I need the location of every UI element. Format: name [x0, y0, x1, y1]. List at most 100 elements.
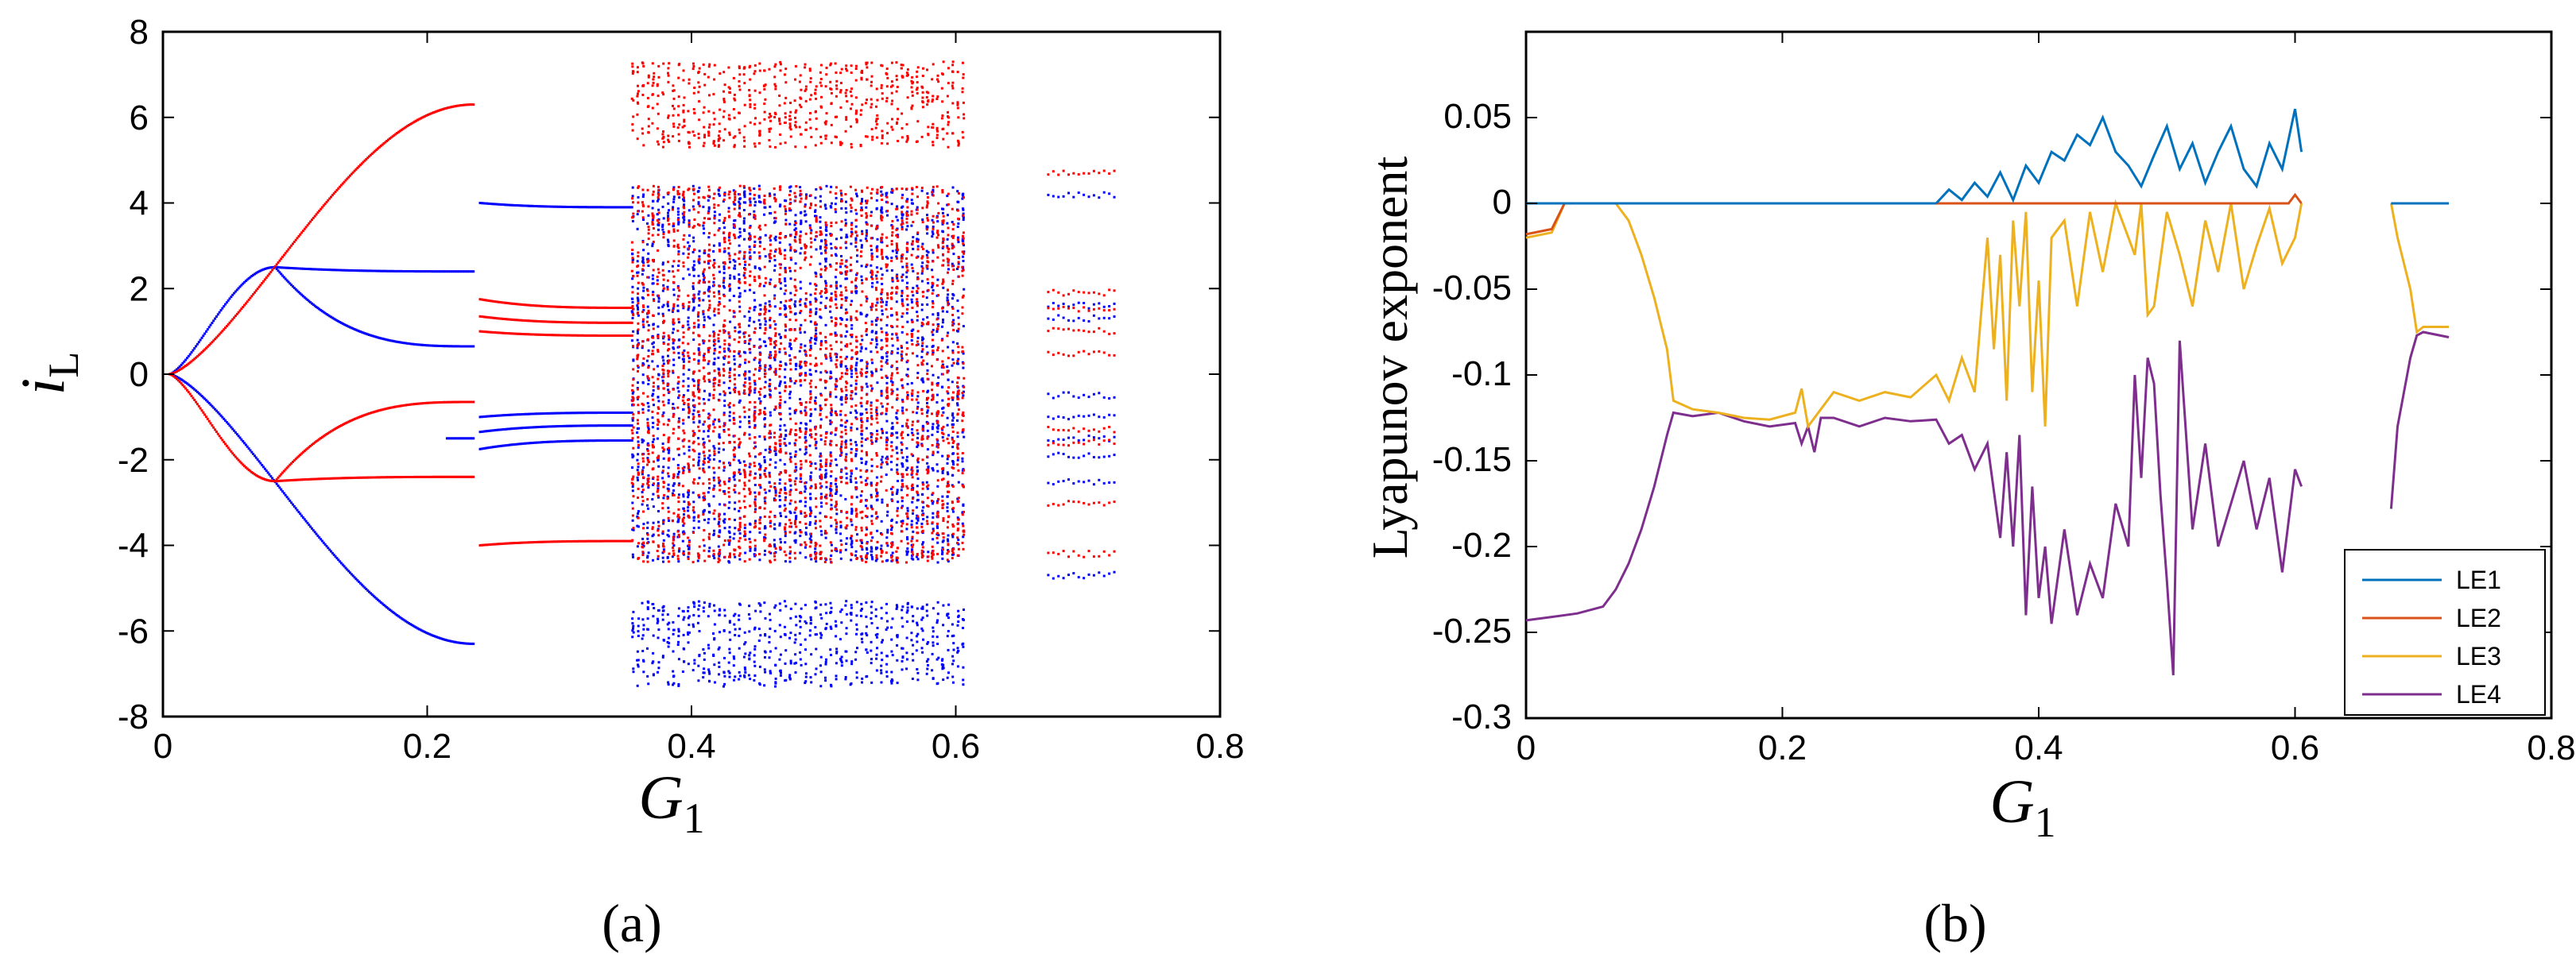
bifurcation-point — [839, 524, 843, 527]
bifurcation-point — [901, 456, 905, 459]
bifurcation-point — [636, 431, 639, 435]
bifurcation-point — [667, 683, 670, 686]
bifurcation-point — [190, 351, 193, 354]
bifurcation-point — [631, 297, 634, 300]
bifurcation-point — [472, 103, 475, 106]
bifurcation-point — [810, 229, 813, 232]
bifurcation-point — [825, 485, 828, 489]
bifurcation-point — [703, 354, 705, 357]
bifurcation-point — [840, 655, 843, 659]
bifurcation-point — [927, 281, 930, 284]
bifurcation-point — [459, 437, 462, 440]
bifurcation-point — [647, 405, 650, 408]
bifurcation-point — [962, 394, 965, 397]
bifurcation-point — [804, 220, 808, 223]
bifurcation-point — [362, 331, 365, 334]
bifurcation-point — [667, 466, 670, 469]
bifurcation-point — [774, 664, 777, 667]
bifurcation-point — [316, 211, 320, 214]
bifurcation-point — [824, 663, 827, 666]
bifurcation-point — [387, 138, 389, 141]
bifurcation-point — [1108, 305, 1111, 307]
bifurcation-point — [405, 126, 408, 129]
bifurcation-point — [672, 206, 675, 209]
bifurcation-point — [425, 632, 428, 635]
bifurcation-point — [773, 606, 777, 609]
bifurcation-point — [292, 286, 296, 289]
bifurcation-point — [763, 438, 766, 441]
bifurcation-point — [346, 324, 349, 327]
bifurcation-point — [722, 286, 726, 289]
bifurcation-point — [631, 466, 633, 469]
bifurcation-point — [906, 509, 909, 512]
bifurcation-point — [754, 520, 757, 523]
bifurcation-point — [769, 650, 772, 653]
bifurcation-point — [544, 412, 547, 415]
bifurcation-point — [866, 367, 869, 369]
bifurcation-point — [677, 640, 680, 643]
bifurcation-point — [891, 381, 894, 384]
bifurcation-point — [905, 551, 908, 554]
bifurcation-point — [597, 424, 599, 427]
bifurcation-point — [266, 266, 269, 269]
bifurcation-point — [250, 471, 254, 473]
bifurcation-point — [262, 466, 265, 469]
bifurcation-point — [254, 291, 256, 294]
bifurcation-point — [536, 412, 539, 415]
bifurcation-point — [601, 206, 604, 209]
bifurcation-point — [254, 272, 258, 275]
bifurcation-point — [886, 528, 889, 531]
bifurcation-point — [396, 340, 399, 343]
bifurcation-point — [447, 270, 450, 273]
bifurcation-point — [885, 655, 889, 658]
bifurcation-point — [926, 351, 929, 354]
bifurcation-point — [515, 413, 518, 416]
bifurcation-point — [748, 654, 751, 657]
bifurcation-point — [616, 439, 619, 442]
bifurcation-point — [490, 429, 494, 432]
bifurcation-point — [718, 646, 721, 649]
bifurcation-point — [682, 380, 685, 383]
bifurcation-point — [753, 251, 756, 254]
bifurcation-point — [339, 269, 342, 272]
bifurcation-point — [844, 218, 847, 222]
bifurcation-point — [800, 219, 803, 222]
bifurcation-point — [591, 412, 594, 415]
bifurcation-point — [946, 506, 949, 509]
bifurcation-point — [762, 284, 765, 288]
bifurcation-point — [573, 439, 576, 442]
bifurcation-point — [513, 427, 516, 430]
bifurcation-point — [875, 266, 878, 269]
bifurcation-point — [219, 309, 223, 312]
bifurcation-point — [247, 469, 250, 472]
bifurcation-point — [520, 204, 523, 207]
bifurcation-point — [936, 541, 939, 544]
bifurcation-point — [294, 238, 297, 242]
bifurcation-point — [262, 268, 265, 271]
bifurcation-point — [483, 430, 486, 433]
bifurcation-point — [306, 478, 309, 481]
bifurcation-point — [850, 539, 854, 543]
bifurcation-point — [754, 445, 757, 448]
bifurcation-point — [698, 655, 701, 658]
bifurcation-point — [814, 396, 817, 400]
bifurcation-point — [186, 357, 188, 360]
bifurcation-point — [661, 532, 664, 535]
bifurcation-point — [738, 244, 741, 247]
bifurcation-point — [467, 270, 471, 273]
bifurcation-point — [819, 493, 823, 496]
bifurcation-point — [925, 345, 928, 348]
bifurcation-point — [835, 396, 838, 399]
bifurcation-point — [748, 630, 751, 633]
bifurcation-point — [906, 281, 908, 284]
bifurcation-point — [866, 297, 869, 300]
bifurcation-point — [804, 680, 808, 683]
bifurcation-point — [300, 478, 304, 481]
bifurcation-point — [707, 199, 710, 202]
bifurcation-point — [254, 289, 258, 292]
bifurcation-point — [610, 439, 613, 442]
bifurcation-point — [859, 239, 862, 242]
bifurcation-point — [820, 633, 823, 636]
bifurcation-point — [835, 624, 838, 627]
bifurcation-point — [278, 266, 281, 269]
